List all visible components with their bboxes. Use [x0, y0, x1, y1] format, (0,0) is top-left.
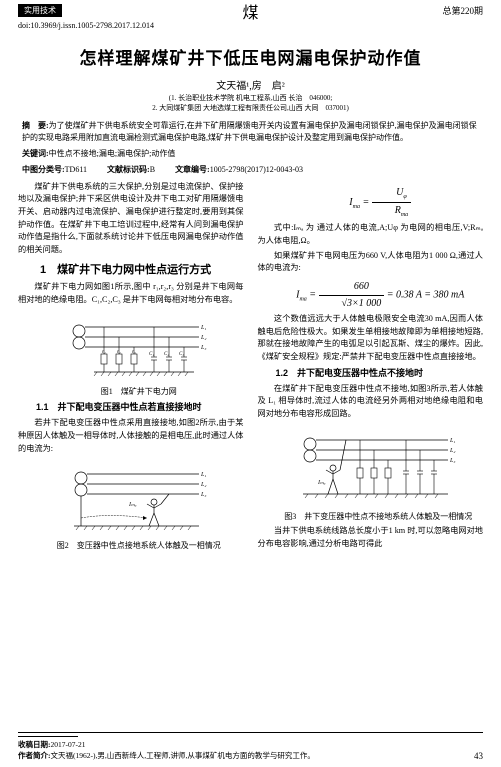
p-ungrounded: 在煤矿井下配电变压器中性点不接地,如图3所示,若人体触及 L₁ 相导体时,流过人…: [258, 383, 484, 421]
abstract-text: 为了使煤矿井下供电系统安全可靠运行,在井下矿用隔爆馈电开关内设置有漏电保护及漏电…: [22, 121, 477, 142]
svg-text:L₂: L₂: [200, 482, 206, 488]
svg-text:L₁: L₁: [200, 472, 206, 478]
clc: 中图分类号:TD611: [22, 164, 87, 175]
svg-text:C₁: C₁: [149, 352, 154, 357]
svg-text:C₃: C₃: [179, 352, 184, 357]
formula-1: Ima = Uφ Rma: [258, 185, 484, 221]
heading-1: 1 煤矿井下电力网中性点运行方式: [18, 262, 244, 279]
figure-2-caption: 图2 变压器中性点接地系统人体触及一相情况: [18, 540, 244, 552]
authors: 文天福¹,房 启²: [0, 77, 501, 94]
keywords-text: 中性点不接地;漏电;漏电保护;动作值: [49, 149, 176, 158]
formula-2: Ima = 660 √3×1 000 = 0.38 A = 380 mA: [258, 279, 484, 311]
p-grounded: 若井下配电变压器中性点采用直接接地,如图2所示,由于某种原因人体触及一相导体时,…: [18, 417, 244, 455]
journal-logo: 煤: [242, 0, 258, 23]
svg-text:L₃: L₃: [200, 345, 206, 351]
doc-code: 文献标识码:B: [107, 164, 155, 175]
article-title: 怎样理解煤矿井下低压电网漏电保护动作值: [0, 36, 501, 77]
body-columns: 煤矿井下供电系统的三大保护,分别是过电流保护、保护接地以及漏电保护;井下采区供电…: [0, 181, 501, 555]
footer-block: 收稿日期:2017-07-21 作者简介:文天福(1962-),男,山西新绛人,…: [18, 732, 483, 762]
svg-text:r₁: r₁: [102, 350, 106, 355]
p-formula-vars: 式中:Iₘₐ 为 通过人体的电流,A;Uφ 为电网的相电压,V;Rₘₐ 为人体电…: [258, 222, 484, 247]
svg-text:L₃: L₃: [449, 458, 455, 464]
svg-text:r₂: r₂: [117, 350, 121, 355]
keywords-block: 关键词:中性点不接地;漏电;漏电保护;动作值: [0, 148, 501, 164]
p-net-desc: 煤矿井下电力网如图1所示,图中 r₁,r₂,r₃ 分别是井下电网每相对地的绝缘电…: [18, 281, 244, 306]
svg-text:C₂: C₂: [164, 352, 169, 357]
abstract-label: 摘 要:: [22, 121, 49, 130]
left-column: 煤矿井下供电系统的三大保护,分别是过电流保护、保护接地以及漏电保护;井下采区供电…: [18, 181, 244, 555]
page-number: 43: [474, 751, 483, 761]
svg-text:Iₘₐ: Iₘₐ: [317, 480, 326, 486]
svg-text:Iₘₐ: Iₘₐ: [128, 502, 137, 508]
svg-text:L₁: L₁: [200, 325, 206, 331]
right-column: Ima = Uφ Rma 式中:Iₘₐ 为 通过人体的电流,A;Uφ 为电网的相…: [258, 181, 484, 555]
svg-text:L₂: L₂: [449, 448, 455, 454]
section-tag: 实用技术: [18, 4, 62, 17]
issue-number: 总第220期: [442, 4, 483, 17]
received-date: 收稿日期:2017-07-21: [18, 739, 483, 750]
figure-1-caption: 图1 煤矿井下电力网: [18, 386, 244, 398]
figure-3: L₁ L₂ L₃: [258, 424, 484, 509]
article-no: 文章编号:1005-2798(2017)12-0043-03: [175, 164, 303, 175]
author-bio: 作者简介:文天福(1962-),男,山西新绛人,工程师,讲师,从事煤矿机电方面的…: [18, 750, 483, 761]
heading-1-1: 1.1 井下配电变压器中性点若直接接地时: [18, 401, 244, 415]
svg-text:L₂: L₂: [200, 335, 206, 341]
figure-2: L₁ L₂ L₃ Iₘₐ: [18, 458, 244, 538]
affiliations: (1. 长治职业技术学院 机电工程系,山西 长治 046000; 2. 大同煤矿…: [0, 94, 501, 120]
abstract-block: 摘 要:为了使煤矿井下供电系统安全可靠运行,在井下矿用隔爆馈电开关内设置有漏电保…: [0, 120, 501, 148]
p-danger: 这个数值远远大于人体触电极限安全电流30 mA,因而人体触电后危险性极大。如果发…: [258, 313, 484, 364]
page-header: 实用技术 煤 总第220期: [0, 0, 501, 19]
affil-2: 2. 大同煤矿集团 大地选煤工程有限责任公司,山西 大同 037001): [0, 104, 501, 114]
p-1km: 当井下供电系统线路总长度小于1 km 时,可以忽略电网对地分布电容影响,通过分析…: [258, 525, 484, 550]
intro-paragraph: 煤矿井下供电系统的三大保护,分别是过电流保护、保护接地以及漏电保护;井下采区供电…: [18, 181, 244, 257]
classification-line: 中图分类号:TD611 文献标识码:B 文章编号:1005-2798(2017)…: [0, 164, 501, 181]
svg-text:L₃: L₃: [200, 492, 206, 498]
p-660v: 如果煤矿井下电网电压为660 V,人体电阻为1 000 Ω,通过人体的电流为:: [258, 250, 484, 275]
heading-1-2: 1.2 井下配电变压器中性点不接地时: [258, 367, 484, 381]
keywords-label: 关键词:: [22, 149, 49, 158]
figure-1: L₁ L₂ L₃ r₁ r₂ r₃ C₁ C: [18, 309, 244, 384]
svg-text:r₃: r₃: [132, 350, 136, 355]
svg-text:L₁: L₁: [449, 438, 455, 444]
figure-3-caption: 图3 井下变压器中性点不接地系统人体触及一相情况: [258, 511, 484, 523]
affil-1: (1. 长治职业技术学院 机电工程系,山西 长治 046000;: [0, 94, 501, 104]
